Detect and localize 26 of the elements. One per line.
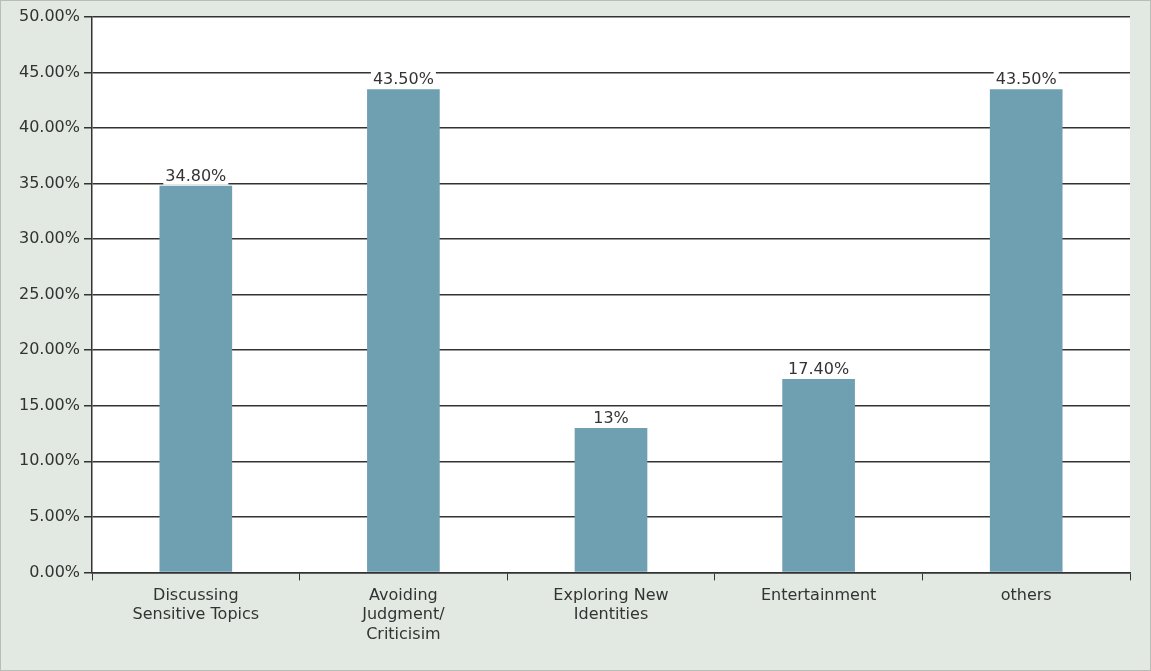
- x-tick-label: Discussing Sensitive Topics: [132, 585, 260, 624]
- x-tick-label: Avoiding Judgment/ Criticisim: [361, 585, 446, 643]
- x-tick-label: Entertainment: [760, 585, 877, 605]
- data-label: 43.50%: [372, 69, 434, 89]
- data-label: 43.50%: [995, 69, 1057, 89]
- y-tick-label: 40.00%: [18, 117, 81, 137]
- x-tick-label: Exploring New Identities: [553, 585, 669, 624]
- y-tick-label: 45.00%: [18, 61, 81, 81]
- data-label: 34.80%: [165, 166, 227, 185]
- data-label: 13%: [593, 408, 629, 428]
- y-tick-label: 15.00%: [18, 394, 81, 414]
- y-tick-label: 5.00%: [29, 506, 81, 526]
- y-tick-label: 25.00%: [18, 283, 81, 303]
- bar: [782, 379, 855, 572]
- y-tick-label: 10.00%: [18, 450, 81, 470]
- y-tick-label: 50.00%: [18, 6, 81, 26]
- bar: [574, 428, 648, 572]
- bar: [367, 89, 440, 572]
- bar: [989, 89, 1063, 572]
- y-tick-label: 30.00%: [18, 228, 81, 248]
- bar: [159, 185, 233, 572]
- data-label: 17.40%: [788, 359, 850, 379]
- y-tick-label: 35.00%: [18, 172, 81, 192]
- x-tick-label: others: [1000, 585, 1052, 605]
- y-tick-label: 0.00%: [29, 561, 81, 581]
- y-tick-label: 20.00%: [18, 339, 81, 359]
